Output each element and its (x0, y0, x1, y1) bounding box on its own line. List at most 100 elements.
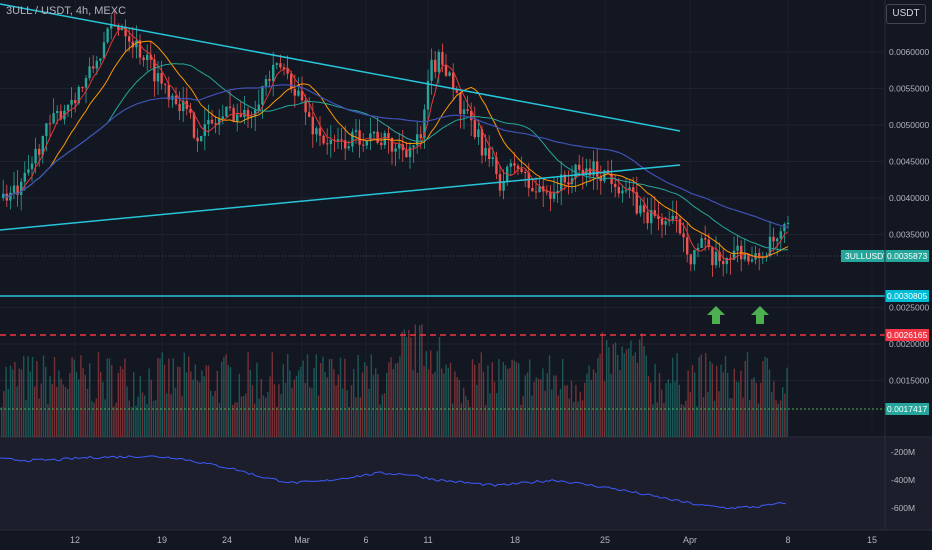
volume-bar (372, 374, 375, 437)
volume-bar (232, 404, 234, 437)
candle-body (581, 169, 584, 174)
volume-bar (31, 356, 34, 437)
volume-bar (282, 364, 284, 437)
candle-body (207, 119, 210, 125)
volume-bar (599, 353, 601, 437)
candle-body (84, 78, 88, 88)
volume-bar (377, 374, 379, 437)
volume-bar (304, 382, 306, 437)
volume-bar (291, 387, 293, 437)
volume-bar (672, 357, 674, 437)
candle-body (405, 150, 408, 158)
candle-body (531, 187, 534, 192)
volume-bar (691, 365, 694, 437)
volume-bar (40, 383, 42, 437)
volume-bar (148, 368, 150, 437)
volume-bar (284, 382, 287, 437)
volume-bar (71, 357, 73, 437)
candle-body (311, 116, 314, 135)
volume-bar (128, 400, 130, 437)
volume-bar (62, 384, 64, 437)
volume-bar (443, 373, 445, 437)
candle-body (477, 129, 480, 138)
volume-bar (764, 356, 766, 437)
time-tick-label: 24 (222, 535, 232, 545)
candle-body (412, 145, 415, 148)
volume-bar (210, 390, 212, 437)
volume-bar (656, 402, 658, 437)
volume-bar (650, 382, 652, 437)
volume-bar (146, 404, 148, 437)
candle-body (264, 79, 268, 87)
symbol-tag (841, 250, 885, 262)
candle-body (444, 64, 448, 76)
volume-bar (694, 372, 696, 437)
candle-body (128, 36, 131, 42)
volume-bar (709, 361, 711, 437)
volume-bar (185, 372, 188, 437)
volume-bar (753, 377, 755, 437)
candle-body (711, 246, 714, 266)
candle-body (534, 191, 538, 193)
volume-bar (577, 401, 579, 437)
candle-body (300, 90, 304, 101)
volume-bar (612, 344, 614, 437)
volume-bar (588, 365, 590, 437)
volume-bar (245, 393, 247, 437)
volume-bar (78, 379, 80, 437)
price-tag-value: 0.0030805 (887, 291, 927, 301)
candle-body (466, 109, 469, 111)
candle-body (556, 190, 559, 194)
volume-bar (434, 371, 436, 437)
price-tag-value: 0.0017417 (887, 404, 927, 414)
candle-body (376, 131, 379, 143)
long-ma-line (2, 84, 789, 228)
volume-bar (432, 373, 434, 437)
volume-bar (678, 384, 680, 437)
volume-bar (172, 358, 174, 437)
candle-body (696, 248, 700, 250)
volume-bar (265, 397, 267, 437)
volume-bar (740, 370, 742, 437)
volume-bar (733, 368, 735, 437)
candle-body (138, 40, 142, 58)
volume-bar (218, 402, 221, 437)
candle-body (473, 120, 476, 138)
volume-bar (689, 392, 691, 437)
candle-body (750, 259, 754, 262)
volume-bar (194, 364, 196, 437)
volume-bar (751, 379, 753, 437)
candle-body (257, 104, 260, 110)
volume-bar (337, 374, 339, 437)
candle-body (722, 261, 725, 265)
currency-button[interactable]: USDT (886, 4, 926, 24)
volume-bar (548, 355, 551, 437)
volume-bar (399, 356, 401, 437)
upper-trendline[interactable] (0, 3, 681, 132)
candle-body (167, 84, 170, 100)
volume-bar (315, 354, 317, 437)
price-tag (885, 250, 929, 262)
volume-bar (42, 355, 45, 437)
lower-trendline[interactable] (0, 164, 681, 231)
volume-bar (518, 363, 520, 437)
volume-bar (592, 369, 595, 437)
candle-body (66, 104, 70, 111)
candle-body (95, 60, 98, 69)
volume-bar (113, 406, 115, 437)
volume-bar (383, 393, 386, 437)
volume-bar (100, 372, 102, 437)
candle-body (459, 92, 462, 115)
volume-bar (104, 399, 106, 437)
volume-bar (254, 403, 256, 437)
candle-body (509, 163, 512, 167)
volume-bar (203, 376, 205, 437)
volume-bar (619, 370, 621, 437)
volume-bar (630, 340, 632, 437)
volume-bar (238, 373, 240, 437)
volume-bar (216, 370, 218, 437)
volume-bar (276, 406, 278, 437)
candle-body (560, 174, 563, 191)
volume-bar (348, 406, 350, 437)
